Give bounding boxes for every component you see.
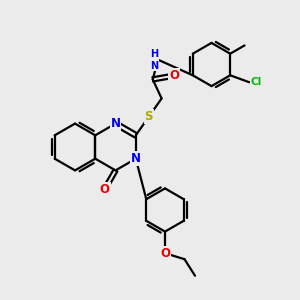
Text: O: O (100, 183, 110, 196)
Text: N: N (110, 117, 121, 130)
Text: O: O (169, 69, 179, 82)
Text: S: S (145, 110, 153, 123)
Text: Cl: Cl (250, 77, 262, 87)
Text: N: N (131, 152, 141, 165)
Text: H
N: H N (150, 49, 158, 70)
Text: O: O (160, 247, 170, 260)
